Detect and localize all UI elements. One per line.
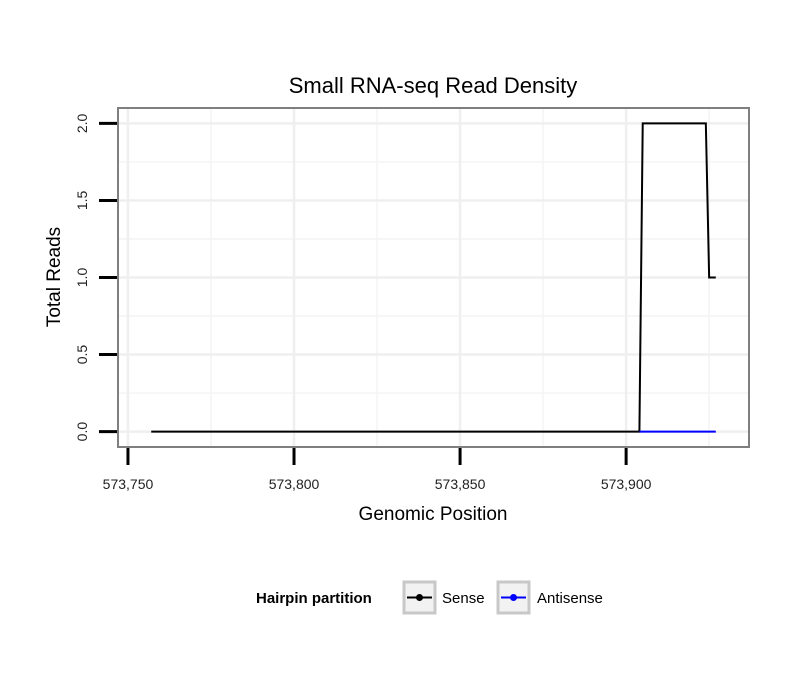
- series-line-sense: [151, 122, 716, 433]
- legend-marker-antisense: [510, 594, 517, 601]
- y-axis-title: Total Reads: [44, 227, 65, 327]
- legend: Hairpin partition Sense Antisense: [256, 580, 603, 615]
- x-axis-title: Genomic Position: [359, 504, 508, 525]
- legend-item-sense: Sense: [402, 580, 485, 615]
- y-axis: 0.0 0.5 1.0 1.5 2.0: [74, 113, 117, 441]
- y-tick-label: 1.0: [74, 268, 90, 288]
- plot-border: [117, 107, 750, 448]
- y-tick-label: 1.5: [74, 191, 90, 211]
- legend-item-antisense: Antisense: [496, 580, 603, 615]
- x-tick-label: 573,850: [435, 476, 486, 492]
- y-tick-label: 2.0: [74, 113, 90, 133]
- legend-label-antisense: Antisense: [537, 590, 603, 607]
- series-layer: [151, 122, 716, 433]
- legend-title: Hairpin partition: [256, 590, 372, 607]
- legend-label-sense: Sense: [442, 590, 485, 607]
- x-tick-label: 573,750: [103, 476, 154, 492]
- y-tick-label: 0.5: [74, 345, 90, 365]
- x-tick-label: 573,800: [269, 476, 320, 492]
- chart-title: Small RNA-seq Read Density: [289, 73, 578, 98]
- legend-marker-sense: [416, 594, 423, 601]
- y-tick-label: 0.0: [74, 422, 90, 442]
- x-axis: 573,750 573,800 573,850 573,900: [103, 448, 652, 492]
- x-tick-label: 573,900: [601, 476, 652, 492]
